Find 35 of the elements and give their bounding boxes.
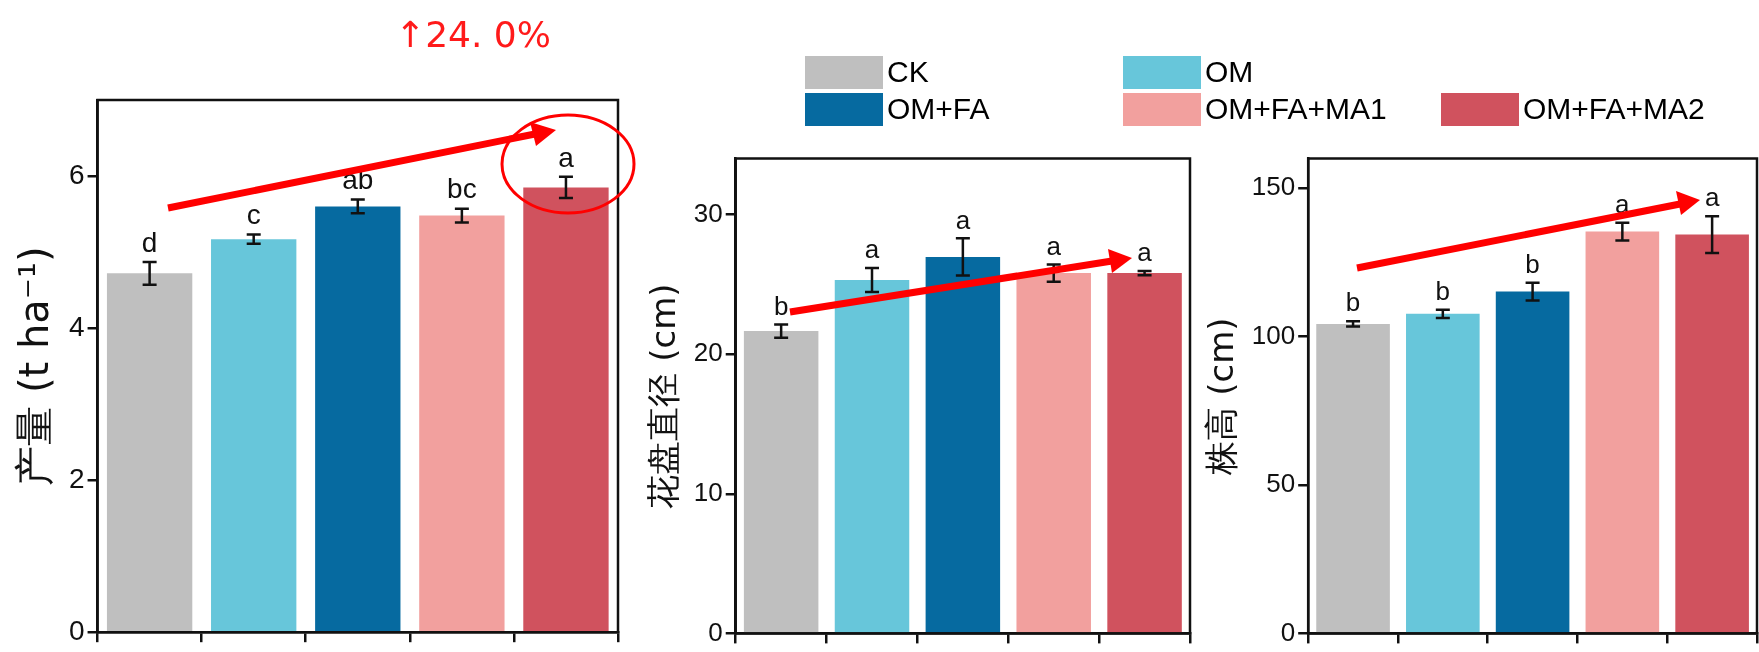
data-label: c bbox=[246, 199, 261, 231]
data-label: ab bbox=[342, 164, 374, 196]
y-axis-title: 花盘直径 (cm) bbox=[643, 283, 684, 509]
data-label: b bbox=[1435, 275, 1451, 306]
data-label: bc bbox=[447, 173, 477, 205]
y-tick-label: 50 bbox=[1266, 468, 1296, 499]
data-label: a bbox=[955, 204, 971, 235]
data-label: a bbox=[1137, 237, 1153, 268]
data-label: b bbox=[1345, 287, 1361, 318]
legend-label: OM+FA+MA2 bbox=[1523, 92, 1705, 126]
y-axis-title: 株高 (cm) bbox=[1201, 317, 1242, 476]
y-tick-label: 150 bbox=[1251, 171, 1296, 202]
y-tick-label: 30 bbox=[693, 197, 723, 228]
data-label: a bbox=[1046, 230, 1062, 261]
text: ↑24. 0% bbox=[395, 14, 551, 55]
y-tick-label: 2 bbox=[68, 462, 85, 494]
y-tick-label: 0 bbox=[1280, 616, 1296, 647]
y-tick-label: 0 bbox=[708, 616, 723, 647]
y-tick-label: 20 bbox=[693, 337, 723, 368]
data-label: b bbox=[1525, 248, 1540, 279]
y-tick-label: 6 bbox=[68, 158, 85, 190]
data-label: a bbox=[558, 141, 575, 173]
legend-label: CK bbox=[887, 55, 929, 89]
data-label: a bbox=[864, 234, 880, 265]
y-tick-label: 10 bbox=[693, 476, 723, 507]
legend-label: OM+FA+MA1 bbox=[1205, 92, 1387, 126]
legend-label: OM+FA bbox=[887, 92, 990, 126]
data-label: a bbox=[1704, 182, 1720, 213]
data-label: b bbox=[773, 290, 789, 321]
y-axis-title: 产量 (t ha⁻¹) bbox=[11, 246, 58, 486]
y-tick-label: 4 bbox=[68, 310, 85, 342]
data-label: d bbox=[141, 226, 158, 258]
legend-label: OM bbox=[1205, 55, 1254, 89]
y-tick-label: 0 bbox=[68, 614, 85, 646]
y-tick-label: 100 bbox=[1251, 319, 1296, 350]
